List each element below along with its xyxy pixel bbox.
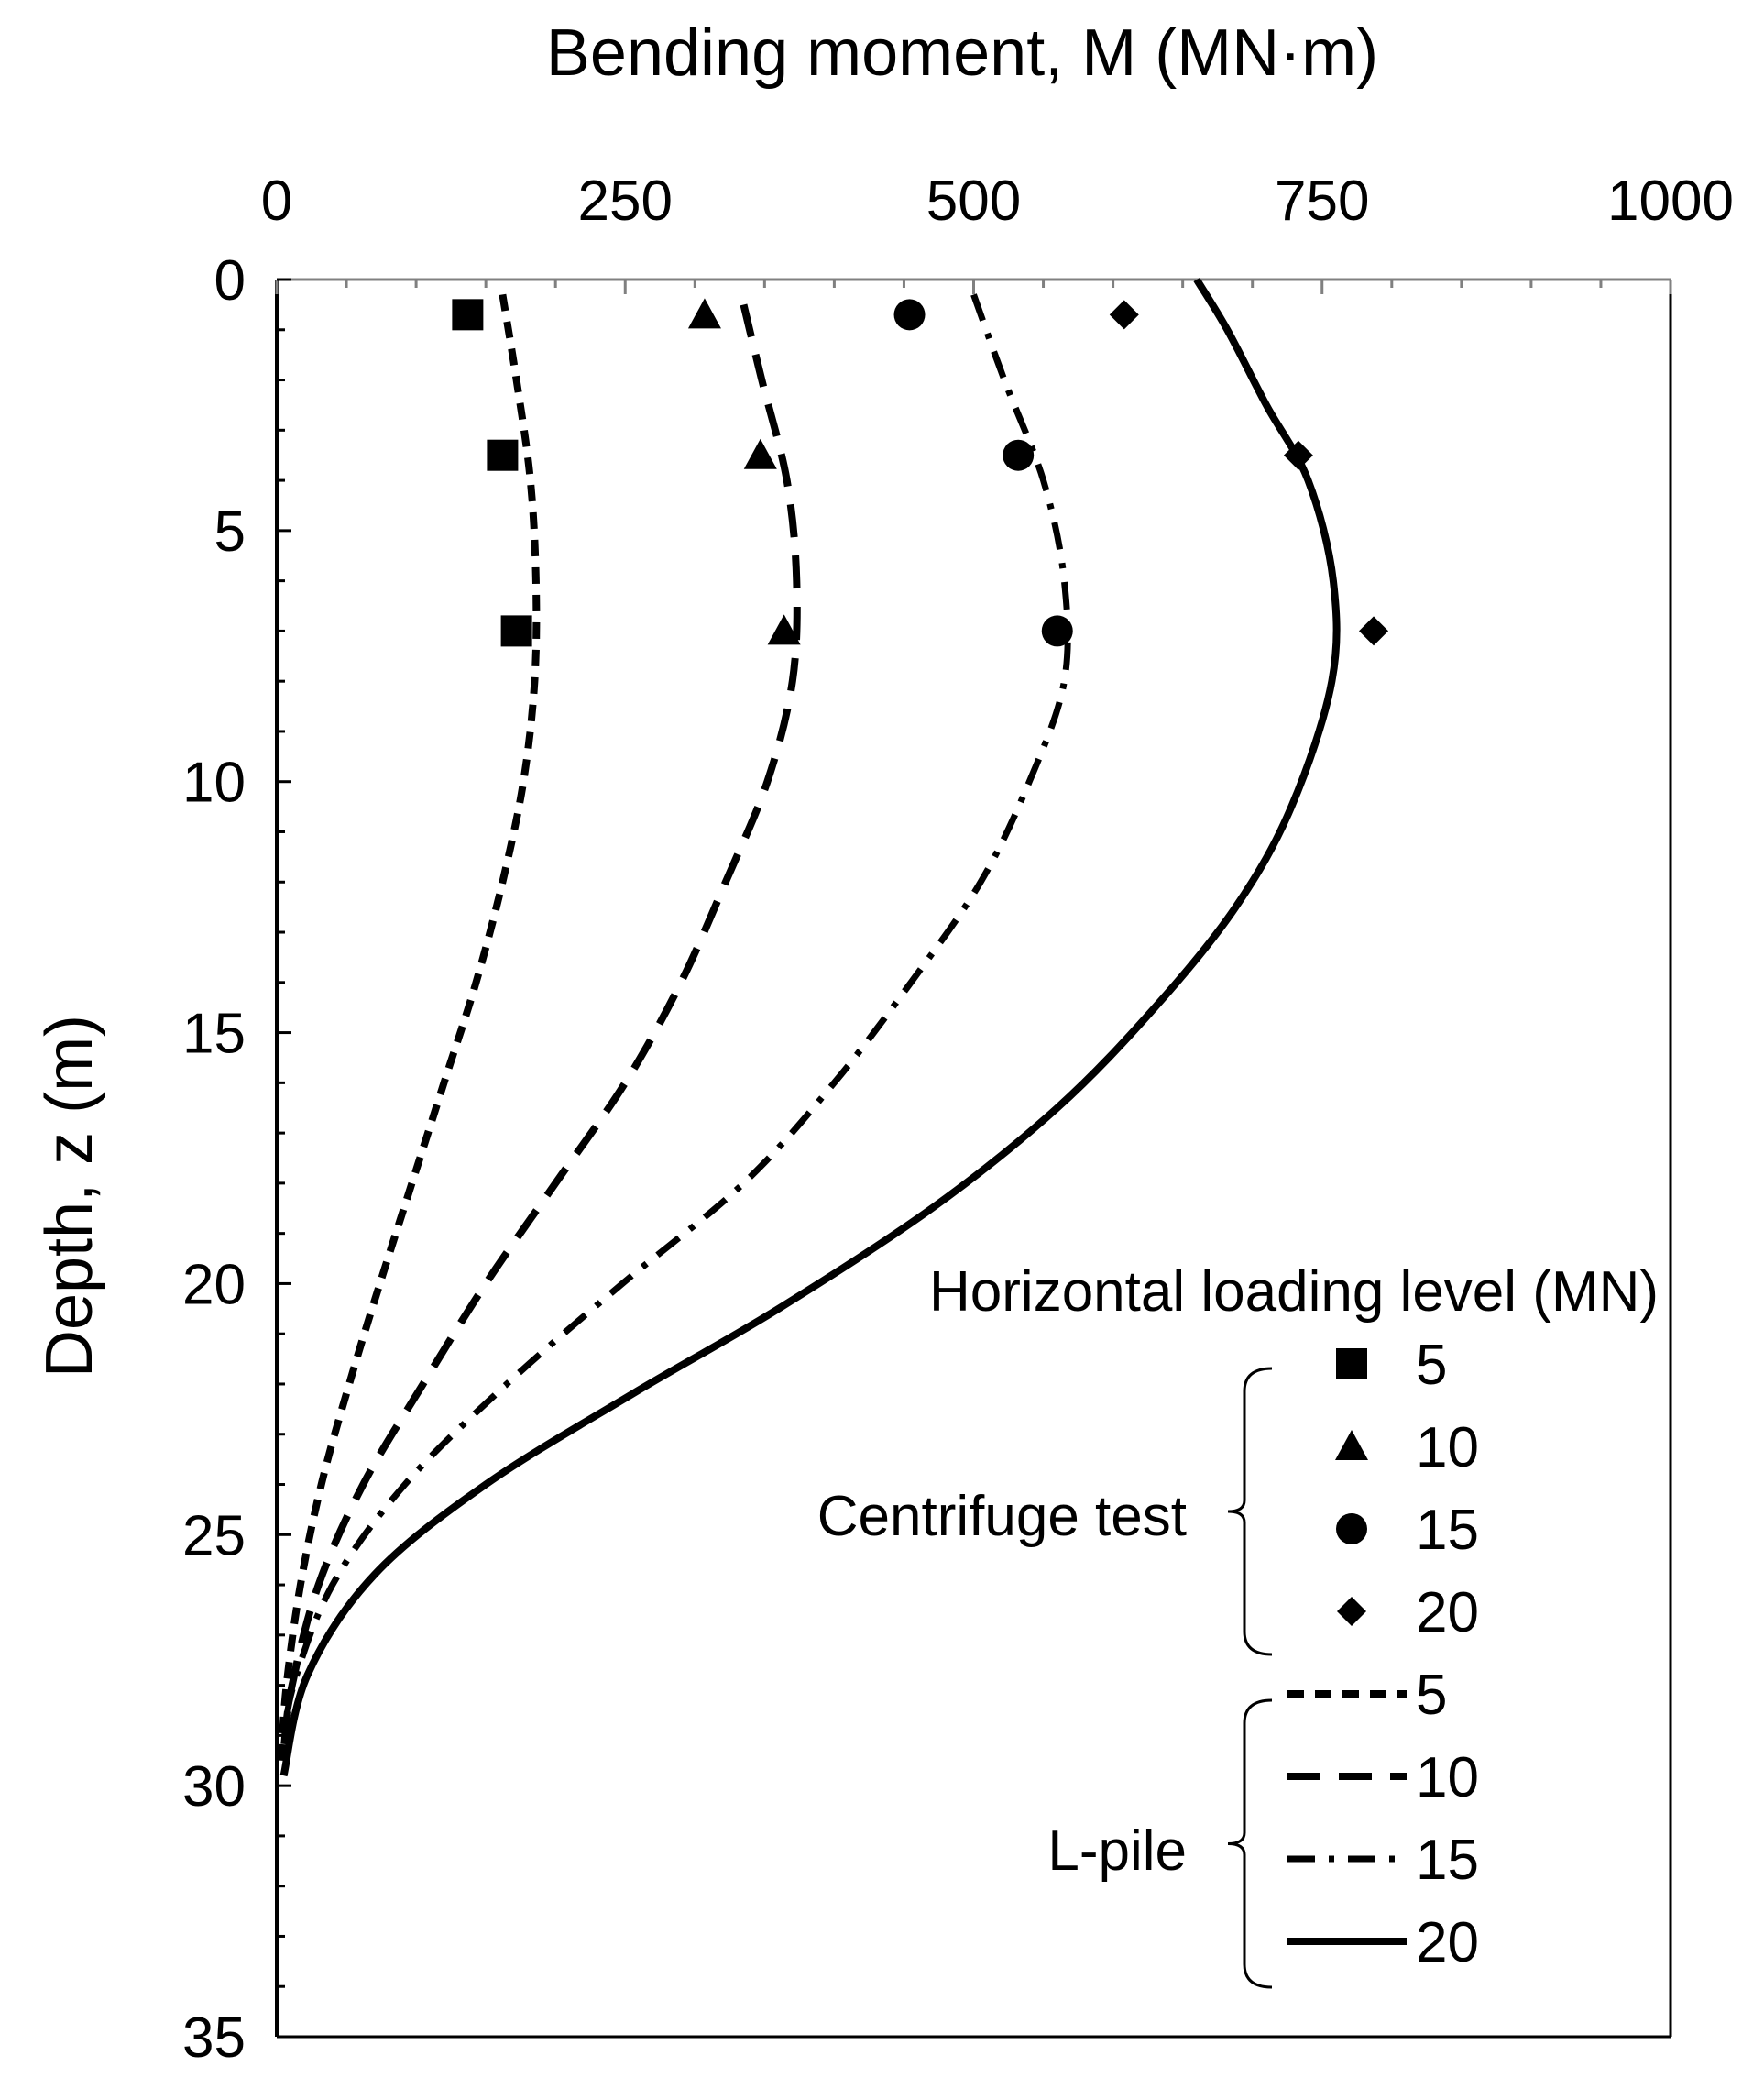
- y-tick-label: 15: [182, 1003, 246, 1066]
- legend-items: 5 10 15 20 5 10 15 20: [1227, 1334, 1479, 1989]
- l-pile-curve-5: [277, 293, 541, 1762]
- legend: Horizontal loading level (MN) Centrifuge…: [817, 1260, 1659, 1989]
- centrifuge-point-15: [893, 299, 926, 331]
- y-tick-label: 30: [182, 1755, 246, 1819]
- centrifuge-point-5: [452, 299, 484, 331]
- centrifuge-point-20: [1283, 440, 1313, 470]
- y-axis-ticks: 0 5 10 15 20 25 30 35: [182, 249, 291, 2070]
- legend-brace-centrifuge: [1227, 1367, 1273, 1656]
- y-tick-label: 20: [182, 1253, 246, 1316]
- centrifuge-point-5: [487, 439, 519, 471]
- centrifuge-point-10: [767, 614, 801, 645]
- centrifuge-point-15: [1003, 439, 1035, 471]
- legend-marker-10: [1335, 1430, 1368, 1460]
- legend-label-centrifuge-10: 10: [1416, 1416, 1479, 1479]
- x-tick-label: 750: [1275, 170, 1369, 233]
- y-tick-label: 10: [182, 752, 246, 815]
- centrifuge-point-15: [1041, 615, 1073, 647]
- legend-group-centrifuge: Centrifuge test: [817, 1485, 1187, 1548]
- x-axis-title: Bending moment, M (MN·m): [546, 16, 1378, 90]
- x-tick-label: 0: [261, 170, 292, 233]
- centrifuge-point-20: [1109, 300, 1139, 330]
- l-pile-curves: [277, 277, 1341, 1777]
- legend-marker-5: [1336, 1348, 1367, 1379]
- legend-brace-lpile: [1227, 1698, 1273, 1989]
- legend-label-lpile-5: 5: [1416, 1664, 1447, 1727]
- legend-group-lpile: L-pile: [1047, 1819, 1187, 1883]
- legend-label-centrifuge-20: 20: [1416, 1581, 1479, 1644]
- x-axis-ticks: 0 250 500 750 1000: [261, 170, 1734, 294]
- legend-marker-20: [1337, 1597, 1366, 1626]
- centrifuge-point-10: [687, 298, 721, 329]
- y-tick-label: 0: [214, 249, 246, 313]
- legend-label-centrifuge-15: 15: [1416, 1499, 1479, 1562]
- l-pile-curve-20: [279, 277, 1341, 1777]
- legend-label-lpile-10: 10: [1416, 1746, 1479, 1809]
- l-pile-curve-10: [279, 303, 801, 1752]
- y-tick-label: 25: [182, 1504, 246, 1567]
- centrifuge-point-5: [500, 615, 532, 647]
- x-tick-label: 500: [926, 170, 1021, 233]
- y-axis-title: Depth, z (m): [33, 1015, 106, 1378]
- centrifuge-markers: [452, 298, 1389, 647]
- y-tick-label: 35: [182, 2006, 246, 2070]
- legend-marker-15: [1336, 1513, 1367, 1544]
- legend-label-centrifuge-5: 5: [1416, 1334, 1447, 1397]
- x-tick-label: 1000: [1607, 170, 1734, 233]
- legend-label-lpile-15: 15: [1416, 1829, 1479, 1892]
- x-tick-label: 250: [578, 170, 673, 233]
- y-tick-label: 5: [214, 500, 246, 564]
- centrifuge-point-10: [743, 438, 777, 469]
- centrifuge-point-20: [1359, 616, 1389, 646]
- legend-title: Horizontal loading level (MN): [929, 1260, 1659, 1324]
- legend-label-lpile-20: 20: [1416, 1911, 1479, 1974]
